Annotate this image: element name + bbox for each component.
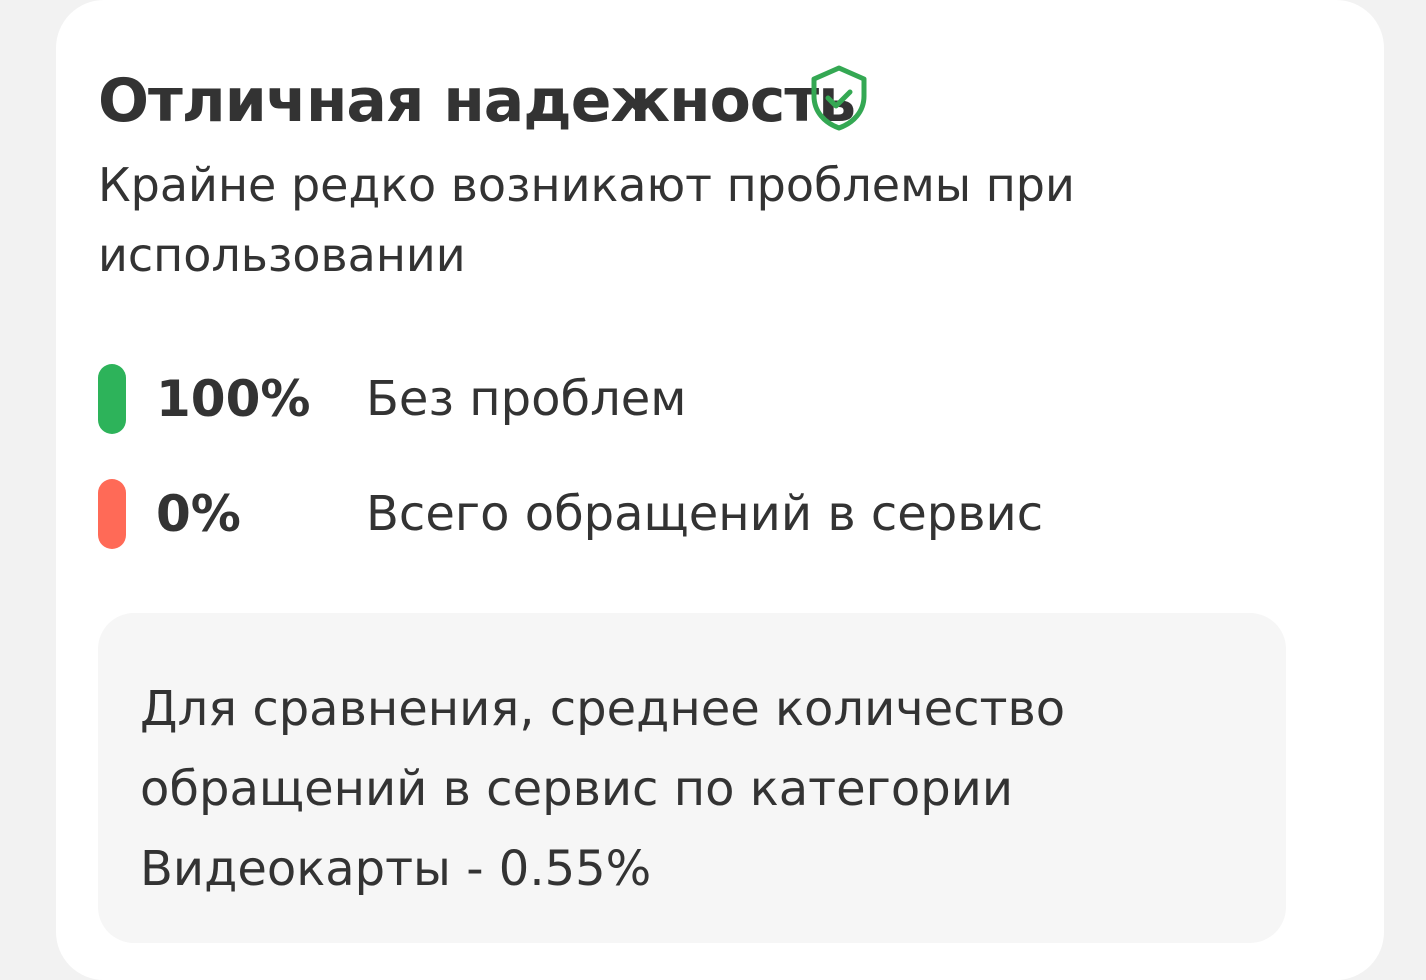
stat-label: Всего обращений в сервис [366,486,1044,542]
card-title: Отличная надежность [98,66,856,136]
shield-check-icon [811,65,867,131]
stat-row-no-problems: 100% Без проблем [98,364,686,434]
status-bar-green [98,364,126,434]
comparison-note-text: Для сравнения, среднее количество обраще… [140,681,1066,897]
stat-value: 0% [156,485,241,543]
status-bar-red [98,479,126,549]
comparison-note: Для сравнения, среднее количество обраще… [98,613,1286,943]
stat-row-service-requests: 0% Всего обращений в сервис [98,479,1043,549]
card-subtitle: Крайне редко возникают проблемы при испо… [98,158,1075,282]
reliability-card: Отличная надежность Крайне редко возника… [56,0,1384,980]
stat-label: Без проблем [366,371,687,427]
stat-value: 100% [156,370,311,428]
